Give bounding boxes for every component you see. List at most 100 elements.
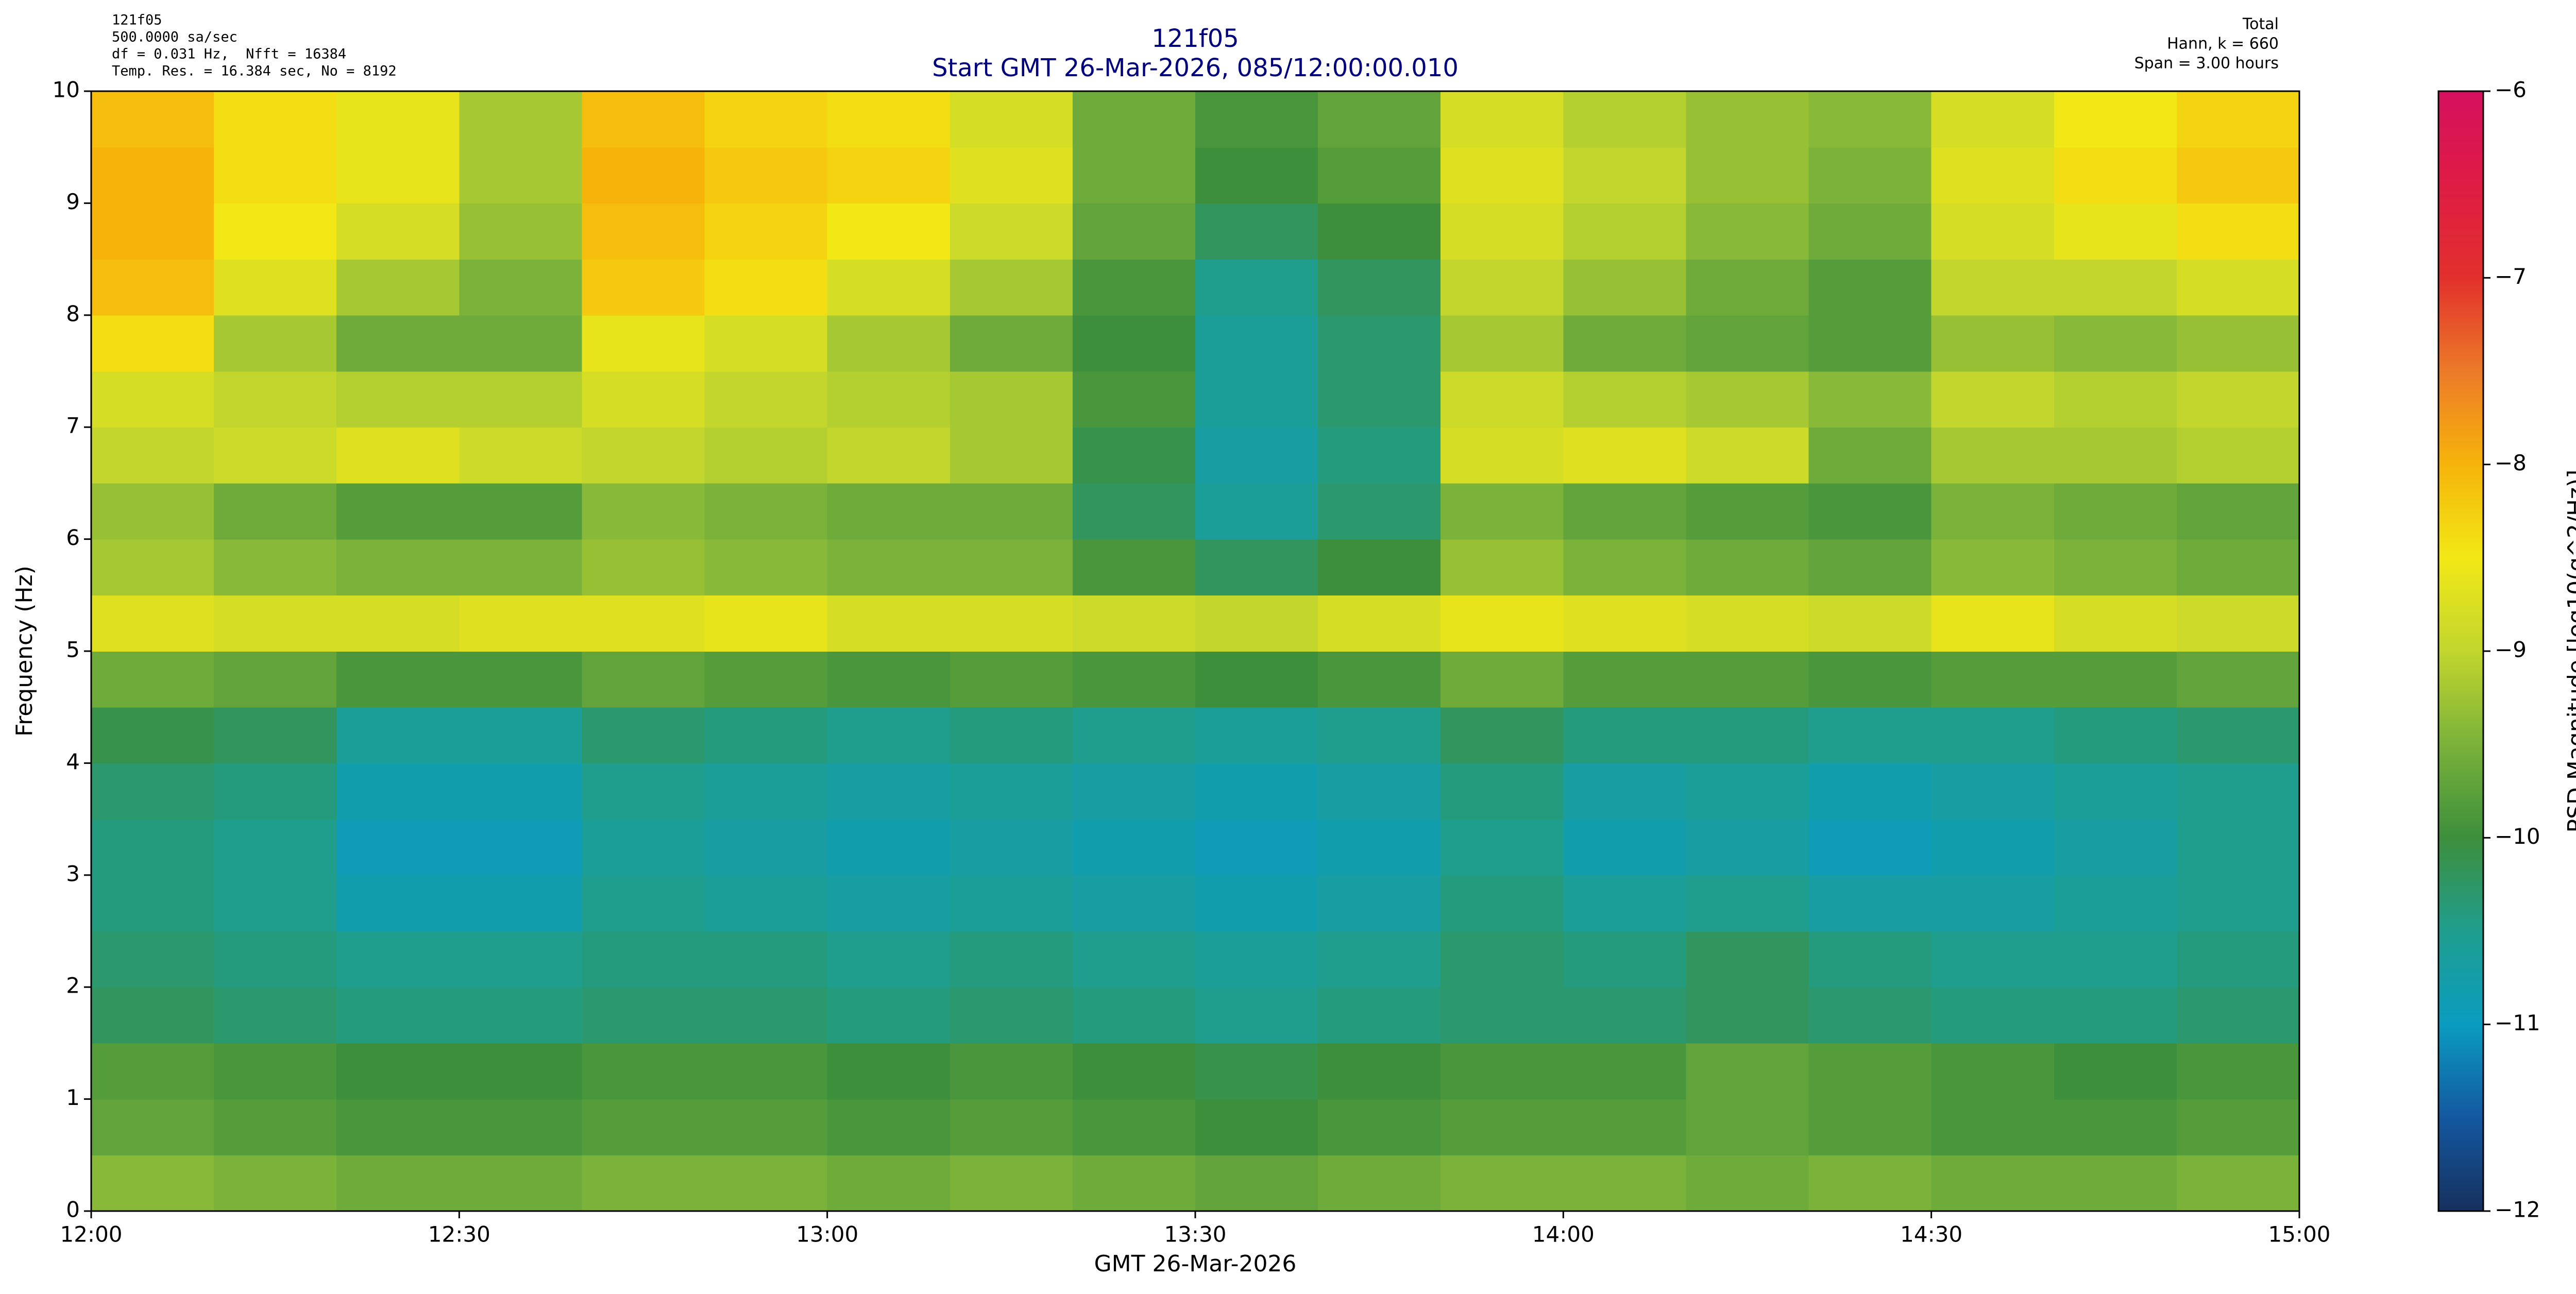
heatmap-cell [1931,371,2055,428]
heatmap-cell [1072,875,1196,932]
heatmap-cell [1072,315,1196,372]
y-tick-label: 0 [66,1197,80,1222]
heatmap-cell [1195,1099,1318,1156]
heatmap-cell [1808,483,1932,540]
chart-title: 121f05 [1151,24,1239,53]
heatmap-cell [336,315,460,372]
heatmap-cell [1808,539,1932,596]
heatmap-cell [336,707,460,764]
y-axis-label: Frequency (Hz) [11,566,38,737]
heatmap-cell [91,763,214,820]
heatmap-cell [950,595,1073,652]
heatmap-cell [459,875,583,932]
heatmap-cell [1931,707,2055,764]
heatmap-cell [1195,1155,1318,1212]
heatmap-cell [582,315,705,372]
heatmap-cell [2176,315,2300,372]
info-right: Hann, k = 660 [2167,35,2279,53]
heatmap-cell [2176,651,2300,708]
heatmap-cell [214,371,337,428]
heatmap-cell [582,483,705,540]
heatmap-cell [1195,875,1318,932]
heatmap-cell [1686,819,1809,876]
heatmap-cell [2054,91,2177,148]
heatmap-cell [459,1043,583,1100]
heatmap-cell [582,203,705,260]
heatmap-cell [950,371,1073,428]
heatmap-cell [459,539,583,596]
colorbar-tick-label: −6 [2495,77,2527,103]
heatmap-cell [1440,203,1564,260]
info-left: df = 0.031 Hz, Nfft = 16384 [112,46,346,62]
heatmap-cell [1195,651,1318,708]
heatmap-cell [1440,315,1564,372]
y-tick-label: 5 [66,637,80,662]
colorbar-tick-label: −9 [2495,637,2527,662]
heatmap-cell [1931,595,2055,652]
heatmap-cell [91,259,214,316]
heatmap-cell [1563,931,1687,987]
heatmap-cell [1072,539,1196,596]
heatmap-cell [459,987,583,1044]
heatmap-cell [2054,595,2177,652]
heatmap-cell [91,875,214,932]
heatmap-cell [459,259,583,316]
heatmap-cell [2054,763,2177,820]
heatmap-cell [704,987,828,1044]
y-tick-label: 3 [66,861,80,886]
heatmap-cell [1931,651,2055,708]
colorbar-tick-label: −11 [2495,1010,2540,1035]
heatmap-cell [336,875,460,932]
heatmap-cell [459,483,583,540]
heatmap-cell [1072,987,1196,1044]
heatmap-cell [1318,931,1442,987]
heatmap-cell [1686,931,1809,987]
heatmap-cell [950,931,1073,987]
heatmap-cell [2176,875,2300,932]
heatmap-cell [1563,259,1687,316]
heatmap-cell [214,539,337,596]
heatmap-cell [827,595,951,652]
heatmap-cell [1072,91,1196,148]
heatmap-cell [582,987,705,1044]
heatmap-cell [950,1155,1073,1212]
heatmap-cell [1195,931,1318,987]
heatmap-cell [704,371,828,428]
heatmap-cell [2176,539,2300,596]
x-axis-label: GMT 26-Mar-2026 [1094,1251,1297,1277]
heatmap-cell [950,147,1073,204]
heatmap-cell [1563,147,1687,204]
heatmap-cell [1072,819,1196,876]
heatmap-cell [1195,259,1318,316]
heatmap-cell [827,259,951,316]
y-tick-label: 2 [66,973,80,998]
heatmap-cell [582,875,705,932]
heatmap-cell [950,651,1073,708]
heatmap-cell [1808,1099,1932,1156]
heatmap-cell [827,147,951,204]
heatmap-cell [1686,651,1809,708]
heatmap-cell [1195,819,1318,876]
heatmap-cell [704,91,828,148]
heatmap-cell [91,483,214,540]
heatmap-cell [1440,483,1564,540]
heatmap-cell [1072,707,1196,764]
heatmap-cell [336,651,460,708]
heatmap-cell [336,595,460,652]
heatmap-cell [950,987,1073,1044]
heatmap-cell [214,819,337,876]
heatmap-cell [91,1099,214,1156]
heatmap-cell [1808,427,1932,484]
heatmap-cell [1563,819,1687,876]
colorbar-tick-label: −12 [2495,1197,2540,1222]
heatmap-cell [459,595,583,652]
heatmap-cell [827,539,951,596]
colorbar [2437,90,2484,1212]
heatmap-cell [1931,203,2055,260]
heatmap-cell [1318,819,1442,876]
heatmap-cell [827,1155,951,1212]
heatmap-cell [704,707,828,764]
heatmap-cell [827,371,951,428]
heatmap-cell [1931,315,2055,372]
heatmap-cell [214,1099,337,1156]
